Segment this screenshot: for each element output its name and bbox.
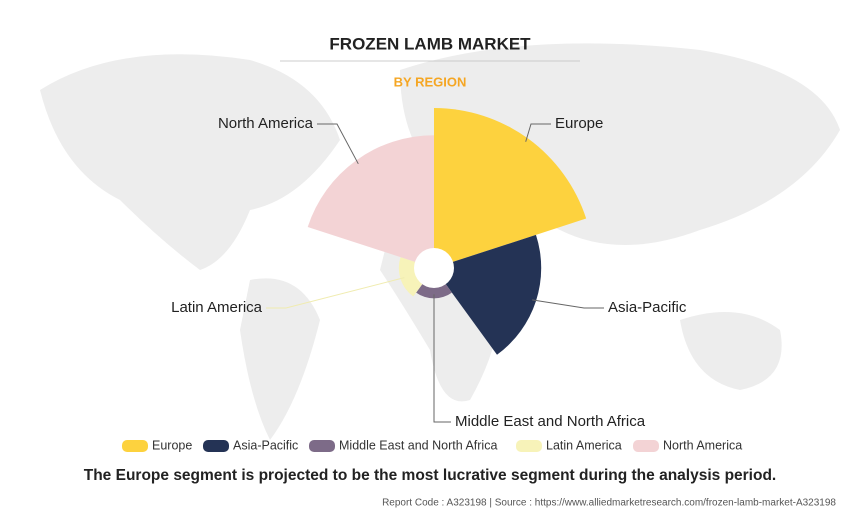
legend: Europe Asia-Pacific Middle East and North … [122,438,742,452]
leader-line [532,299,604,309]
legend-label: Europe [152,438,192,452]
center-hole [414,248,454,288]
sector-label: North America [218,115,314,132]
legend-swatch [516,440,542,452]
sector-label: Asia-Pacific [608,299,687,316]
legend-swatch [309,440,335,452]
chart-subtitle: BY REGION [394,74,467,89]
legend-swatch [203,440,229,452]
leader-line [317,123,359,165]
sector-label: Latin America [171,299,263,316]
legend-swatch [122,440,148,452]
legend-swatch [633,440,659,452]
plot: Europe Asia-Pacific Middle East and North … [171,108,687,430]
sector [434,234,542,355]
sector [307,135,434,268]
source: Report Code : A323198 | Source : https:/… [382,498,836,509]
sector-label: Middle East and North Africa [455,413,646,430]
leader-line [266,277,405,309]
sector-label: Europe [555,115,603,132]
footnote: The Europe segment is projected to be th… [84,467,776,484]
legend-label: Middle East and North Africa [339,438,497,452]
chart-title: FROZEN LAMB MARKET [329,34,531,53]
legend-label: Latin America [546,438,622,452]
legend-label: North America [663,438,742,452]
leader-line [433,294,451,423]
legend-label: Asia-Pacific [233,438,298,452]
leader-line [525,123,551,142]
sector [434,108,587,268]
